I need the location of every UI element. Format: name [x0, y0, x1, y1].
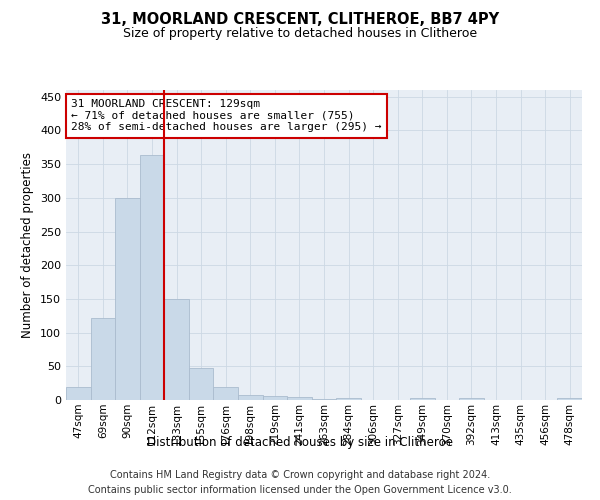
Bar: [189, 368, 214, 400]
Bar: [214, 386, 238, 400]
Bar: [459, 398, 484, 400]
Bar: [287, 398, 312, 400]
Bar: [164, 299, 189, 400]
Text: Distribution of detached houses by size in Clitheroe: Distribution of detached houses by size …: [147, 436, 453, 449]
Bar: [312, 398, 336, 400]
Text: Contains public sector information licensed under the Open Government Licence v3: Contains public sector information licen…: [88, 485, 512, 495]
Bar: [115, 198, 140, 400]
Text: Contains HM Land Registry data © Crown copyright and database right 2024.: Contains HM Land Registry data © Crown c…: [110, 470, 490, 480]
Bar: [410, 398, 434, 400]
Bar: [140, 156, 164, 400]
Bar: [557, 398, 582, 400]
Bar: [91, 318, 115, 400]
Y-axis label: Number of detached properties: Number of detached properties: [22, 152, 34, 338]
Text: 31, MOORLAND CRESCENT, CLITHEROE, BB7 4PY: 31, MOORLAND CRESCENT, CLITHEROE, BB7 4P…: [101, 12, 499, 28]
Text: 31 MOORLAND CRESCENT: 129sqm
← 71% of detached houses are smaller (755)
28% of s: 31 MOORLAND CRESCENT: 129sqm ← 71% of de…: [71, 100, 382, 132]
Bar: [336, 398, 361, 400]
Text: Size of property relative to detached houses in Clitheroe: Size of property relative to detached ho…: [123, 28, 477, 40]
Bar: [66, 386, 91, 400]
Bar: [238, 394, 263, 400]
Bar: [263, 396, 287, 400]
